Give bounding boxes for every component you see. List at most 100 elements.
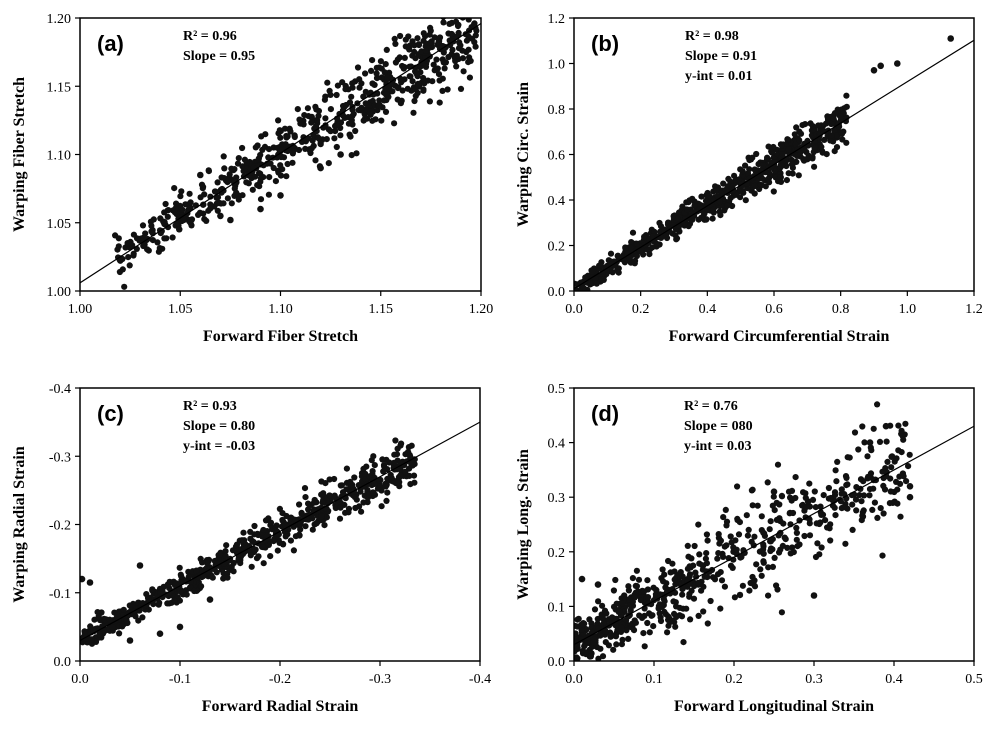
data-point (613, 600, 620, 607)
data-point (834, 458, 841, 465)
data-point (411, 42, 418, 49)
data-point (842, 540, 849, 547)
data-point (459, 55, 467, 62)
data-point (165, 207, 172, 214)
data-point (203, 217, 210, 224)
data-point (225, 557, 233, 564)
data-point (347, 133, 354, 140)
data-point (733, 191, 740, 198)
data-point (739, 582, 747, 589)
data-point (597, 645, 604, 652)
y-tick-label: 0.2 (548, 546, 566, 561)
data-point (879, 552, 886, 559)
data-point (691, 202, 698, 209)
data-point (905, 463, 912, 470)
data-point (633, 252, 641, 260)
data-point (445, 53, 452, 61)
y-tick-label: 0.6 (548, 149, 566, 164)
data-point (644, 594, 652, 601)
data-point (337, 132, 344, 139)
data-point (209, 574, 216, 581)
data-point (715, 531, 722, 538)
data-point (233, 189, 240, 196)
data-point (405, 444, 412, 451)
data-point (95, 613, 102, 620)
data-point (597, 632, 604, 639)
data-point (580, 285, 588, 291)
data-point (640, 630, 647, 637)
data-point (866, 439, 874, 446)
data-point (308, 119, 315, 126)
data-point (723, 522, 730, 529)
data-point (395, 478, 402, 486)
data-point (743, 512, 750, 519)
data-point (397, 32, 404, 40)
data-point (789, 509, 797, 517)
data-point (430, 61, 437, 68)
data-point (897, 480, 904, 487)
data-point (656, 219, 663, 227)
data-point (356, 503, 363, 510)
data-point (310, 499, 318, 506)
data-point (368, 67, 375, 74)
data-point (695, 612, 702, 620)
data-point (765, 143, 772, 150)
data-point (760, 162, 767, 169)
data-point (177, 193, 184, 200)
data-point (773, 516, 781, 524)
chart-panel-3: 0.0 -0.1 -0.2 -0.3 -0.4 0.0 -0.1 -0.2 -0.3 -0.4 Fo… (11, 382, 491, 715)
data-point (221, 165, 228, 172)
data-point (323, 514, 330, 521)
data-point (814, 540, 821, 547)
data-point (657, 617, 665, 625)
data-point (130, 250, 137, 257)
data-point (441, 65, 448, 72)
data-point (357, 488, 364, 495)
data-point (265, 154, 272, 161)
data-point (383, 46, 390, 54)
data-point (831, 148, 838, 155)
data-point (327, 106, 334, 113)
data-point (309, 526, 316, 533)
data-point (435, 71, 443, 78)
data-point (161, 235, 168, 242)
data-point (317, 140, 324, 147)
data-point (649, 612, 656, 619)
data-point (906, 451, 913, 458)
data-point (161, 219, 168, 226)
data-point (326, 476, 333, 483)
data-point (88, 636, 95, 643)
data-point (792, 494, 799, 502)
data-point (313, 128, 320, 135)
data-point (420, 74, 427, 82)
data-point (302, 523, 309, 530)
data-point (760, 550, 767, 557)
data-point (871, 499, 879, 506)
data-point (154, 239, 161, 246)
data-point (256, 170, 263, 177)
data-point (788, 161, 796, 168)
data-point (310, 506, 318, 513)
data-point (186, 190, 193, 197)
data-point (218, 174, 225, 181)
data-point (764, 154, 771, 161)
data-point (297, 521, 304, 528)
data-point (422, 47, 429, 54)
data-point (843, 92, 850, 99)
data-point (338, 482, 345, 489)
data-point (749, 502, 756, 509)
data-point (578, 621, 585, 628)
data-point (331, 475, 338, 483)
x-tick-label: 1.2 (965, 302, 983, 317)
data-point (392, 437, 399, 444)
data-point (187, 199, 194, 206)
data-point (633, 240, 641, 247)
data-point (867, 444, 874, 451)
data-point (698, 193, 705, 200)
data-point (394, 85, 402, 92)
data-point (689, 195, 696, 202)
data-point (267, 519, 275, 526)
data-point (765, 564, 772, 571)
data-point (894, 60, 901, 67)
